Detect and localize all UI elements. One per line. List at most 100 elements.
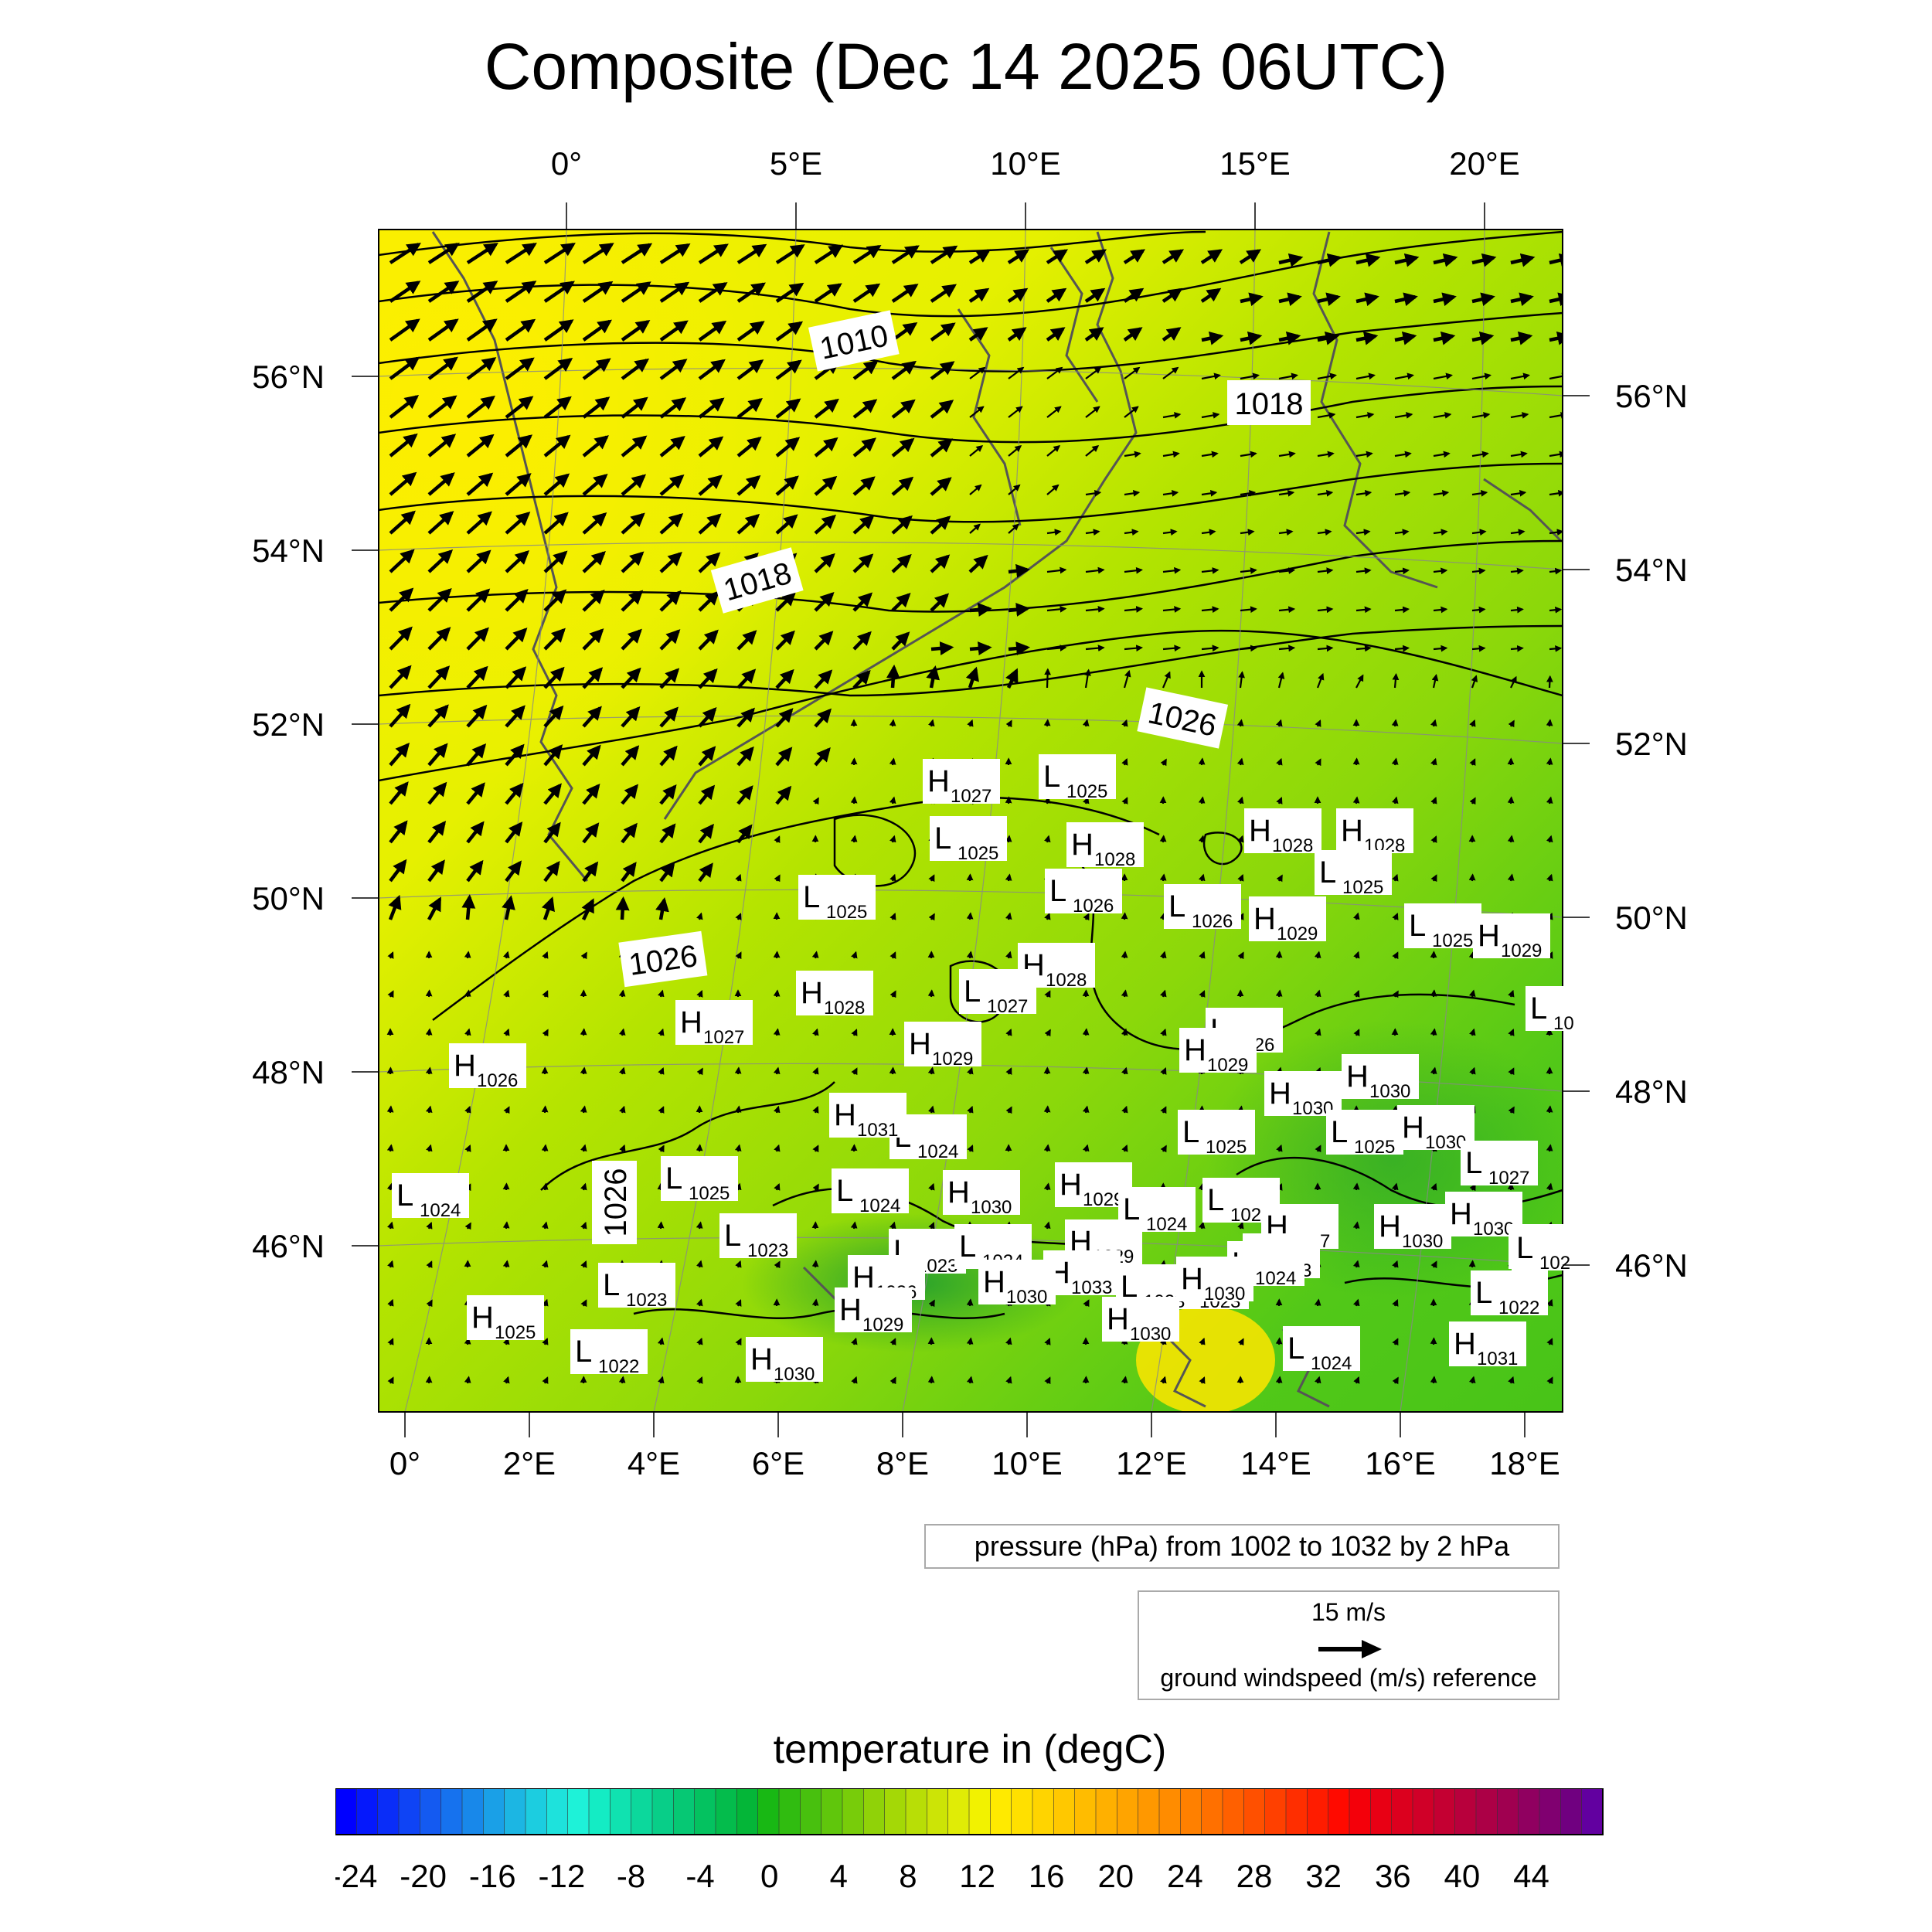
- colorbar-swatch: [1011, 1788, 1033, 1835]
- svg-text:L: L: [836, 1174, 853, 1208]
- colorbar-swatch: [651, 1788, 675, 1835]
- low-pressure-center: L 1024: [392, 1173, 469, 1221]
- colorbar-tick-label: -16: [469, 1858, 516, 1894]
- lon-label-bottom: 6°E: [752, 1445, 804, 1481]
- svg-text:1024: 1024: [1311, 1353, 1352, 1374]
- warm-air-band: [379, 230, 1020, 974]
- colorbar-tick-label: -12: [539, 1858, 586, 1894]
- colorbar-swatch: [631, 1788, 653, 1835]
- svg-text:1025: 1025: [689, 1183, 730, 1204]
- colorbar-swatch: [1158, 1788, 1182, 1835]
- lat-label-left: 54°N: [252, 532, 325, 569]
- svg-text:L: L: [959, 1230, 976, 1264]
- map-frame: [378, 229, 1563, 1413]
- svg-text:H: H: [1060, 1168, 1082, 1202]
- colorbar-swatch: [1138, 1788, 1160, 1835]
- high-pressure-center: H 1028: [796, 971, 873, 1019]
- svg-text:1030: 1030: [774, 1364, 815, 1385]
- colorbar-tick-label: 28: [1236, 1858, 1273, 1894]
- colorbar-swatch: [884, 1788, 906, 1835]
- high-pressure-center: H 1033: [1043, 1250, 1121, 1298]
- svg-text:H: H: [927, 764, 950, 798]
- colorbar-swatch: [968, 1788, 992, 1835]
- low-pressure-center: L 102: [1512, 1226, 1578, 1274]
- lon-label-bottom: 8°E: [876, 1445, 929, 1481]
- colorbar-swatch: [420, 1788, 442, 1835]
- axis-right-latitude: 56°N 54°N 52°N 50°N 48°N 46°N: [1563, 378, 1688, 1284]
- colorbar-swatch: [1560, 1788, 1583, 1835]
- colorbar-tick-label: 24: [1167, 1858, 1203, 1894]
- lon-label-bottom: 10°E: [992, 1445, 1063, 1481]
- svg-text:L: L: [964, 975, 981, 1009]
- low-pressure-center: L 1025: [1315, 850, 1392, 898]
- lon-label-top: 0°: [551, 145, 582, 182]
- svg-text:1025: 1025: [826, 902, 867, 923]
- colorbar-swatch: [1475, 1788, 1498, 1835]
- svg-text:1024: 1024: [917, 1141, 958, 1162]
- colorbar-swatch: [736, 1788, 759, 1835]
- low-pressure-center: L 10: [1526, 986, 1592, 1034]
- colorbar-swatch: [1180, 1788, 1202, 1835]
- colorbar-tick-label: 12: [959, 1858, 995, 1894]
- svg-text:1023: 1023: [747, 1240, 788, 1261]
- high-pressure-center: H 1025: [467, 1295, 544, 1343]
- svg-text:1030: 1030: [971, 1197, 1012, 1218]
- svg-text:1018: 1018: [1235, 387, 1304, 421]
- colorbar-swatch: [757, 1788, 780, 1835]
- colorbar-swatch: [1581, 1788, 1604, 1835]
- low-pressure-center: L 1025: [1326, 1110, 1403, 1158]
- svg-text:1026: 1026: [477, 1070, 518, 1091]
- pressure-legend: pressure (hPa) from 1002 to 1032 by 2 hP…: [924, 1524, 1560, 1569]
- colorbar-swatch: [1201, 1788, 1223, 1835]
- colorbar-swatch: [863, 1788, 886, 1835]
- svg-text:H: H: [1269, 1077, 1291, 1111]
- colorbar-swatch: [546, 1788, 569, 1835]
- colorbar-swatch: [377, 1788, 400, 1835]
- colorbar-swatch: [588, 1788, 611, 1835]
- svg-text:H: H: [983, 1265, 1005, 1299]
- colorbar-tick-label: 0: [760, 1858, 778, 1894]
- low-pressure-center: L 1022: [1471, 1270, 1548, 1318]
- svg-text:1025: 1025: [1206, 1137, 1247, 1158]
- colorbar-swatch: [1032, 1788, 1055, 1835]
- map-title: Composite (Dec 14 2025 06UTC): [484, 30, 1448, 103]
- high-pressure-center: H 1028: [1244, 808, 1321, 856]
- isobar-label: 1018: [710, 547, 804, 614]
- high-pressure-center: H 1028: [1336, 808, 1413, 856]
- svg-text:1030: 1030: [1369, 1081, 1410, 1102]
- low-pressure-center: L 1025: [1039, 754, 1116, 802]
- colorbar-tick-label: 44: [1513, 1858, 1549, 1894]
- svg-text:1027: 1027: [951, 786, 992, 807]
- colorbar-swatch: [1434, 1788, 1456, 1835]
- coastlines: [431, 231, 1563, 1408]
- svg-text:1029: 1029: [1083, 1189, 1124, 1210]
- colorbar-tick-label: 32: [1305, 1858, 1342, 1894]
- low-pressure-center: L 1023: [719, 1213, 797, 1261]
- svg-text:1029: 1029: [932, 1049, 973, 1070]
- svg-text:L: L: [1465, 1146, 1482, 1180]
- low-pressure-center: L 1022: [570, 1329, 648, 1377]
- high-pressure-center: H 1028: [1066, 822, 1144, 870]
- isobar-label: 1026: [1137, 687, 1229, 749]
- low-pressure-center: L 1025: [661, 1156, 738, 1204]
- colorbar-swatch: [504, 1788, 526, 1835]
- svg-text:L: L: [1287, 1332, 1304, 1366]
- svg-text:L: L: [603, 1268, 620, 1302]
- svg-text:H: H: [454, 1049, 476, 1083]
- svg-text:L: L: [1319, 855, 1336, 889]
- svg-text:1028: 1028: [824, 998, 865, 1019]
- svg-text:L: L: [724, 1219, 741, 1253]
- colorbar-tick-label: 40: [1444, 1858, 1481, 1894]
- colorbar-swatch: [1391, 1788, 1413, 1835]
- wind-reference-label: ground windspeed (m/s) reference: [1160, 1664, 1537, 1692]
